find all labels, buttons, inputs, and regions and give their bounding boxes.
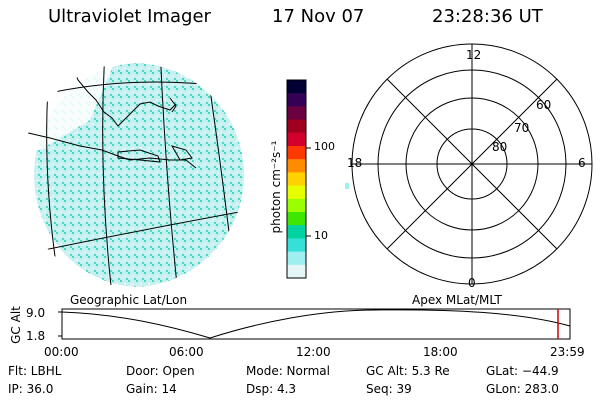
colorbar-band — [287, 212, 306, 226]
mlt-label-noon: 12 — [466, 48, 482, 62]
date-label: 17 Nov 07 — [272, 6, 365, 27]
colorbar-band — [287, 198, 306, 213]
globe-caption: Geographic Lat/Lon — [70, 293, 188, 307]
colorbar-band — [287, 159, 306, 173]
status-dsp: Dsp: 4.3 — [246, 382, 297, 396]
colorbar-band — [287, 225, 306, 239]
status-ip: IP: 36.0 — [8, 382, 54, 396]
earth-globe — [20, 63, 244, 287]
timeline-xtick-1200: 12:00 — [296, 345, 331, 359]
time-label: 23:28:36 UT — [432, 6, 543, 27]
timeline-xtick-0600: 06:00 — [169, 345, 204, 359]
timeline-xtick-2359: 23:59 — [550, 345, 585, 359]
timeline-ytick-high: 9.0 — [26, 306, 46, 320]
polar-plot — [345, 43, 593, 285]
colorbar-band — [287, 172, 306, 187]
colorbar-band — [287, 185, 306, 200]
colorbar-unit-label: photon cm⁻²s⁻¹ — [269, 140, 283, 234]
timeline-xtick-1800: 18:00 — [423, 345, 458, 359]
colorbar-band — [287, 264, 306, 279]
status-gain: Gain: 14 — [126, 382, 177, 396]
instrument-title: Ultraviolet Imager — [48, 6, 211, 27]
colorbar — [286, 79, 311, 279]
colorbar-band — [287, 119, 306, 134]
timeline-ytick-low: 1.8 — [26, 329, 46, 343]
colorbar-band — [287, 93, 306, 107]
colorbar-band — [287, 106, 306, 121]
colorbar-tick-10: 10 — [314, 229, 328, 242]
altitude-timeline — [58, 308, 571, 340]
mlt-label-dawn: 6 — [578, 156, 586, 170]
status-glon: GLon: 283.0 — [486, 382, 559, 396]
colorbar-band — [287, 132, 306, 147]
status-seq: Seq: 39 — [366, 382, 412, 396]
mlt-label-midnight: 0 — [468, 276, 476, 290]
polar-caption: Apex MLat/MLT — [412, 293, 502, 307]
colorbar-band — [287, 146, 306, 160]
status-filter: Flt: LBHL — [8, 364, 62, 378]
status-mode: Mode: Normal — [246, 364, 330, 378]
colorbar-band — [287, 251, 306, 266]
colorbar-band — [287, 80, 306, 94]
status-door: Door: Open — [126, 364, 195, 378]
colorbar-band — [287, 238, 306, 253]
timeline-ylabel: GC Alt — [9, 306, 23, 344]
status-glat: GLat: −44.9 — [486, 364, 559, 378]
timeline-xtick-0000: 00:00 — [44, 345, 79, 359]
status-gc-alt: GC Alt: 5.3 Re — [366, 364, 450, 378]
lat-label-60: 60 — [536, 98, 552, 112]
colorbar-tick-100: 100 — [314, 140, 335, 153]
lat-label-70: 70 — [514, 121, 530, 135]
lat-label-80: 80 — [492, 140, 508, 154]
mlt-label-dusk: 18 — [347, 156, 363, 170]
